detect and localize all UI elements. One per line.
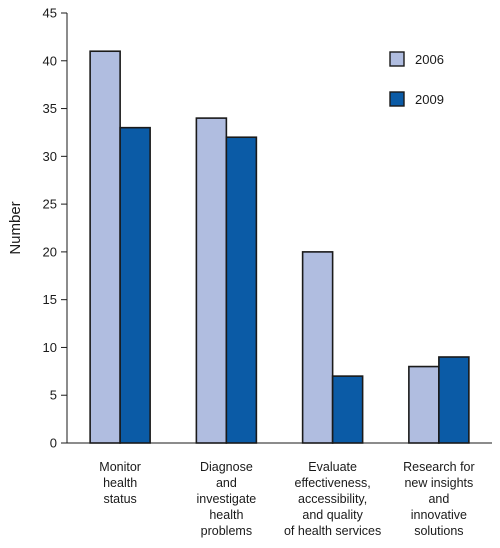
y-tick-label: 30 [43, 149, 57, 164]
x-category-label: Research for new insights and innovative sol… [403, 460, 475, 538]
legend-label-2009: 2009 [415, 92, 444, 107]
y-axis-ticks: 0 5 10 15 20 25 30 35 40 45 [43, 6, 67, 451]
y-tick-label: 10 [43, 340, 57, 355]
bars [89, 50, 470, 444]
legend-swatch-2006 [389, 51, 405, 67]
bar-2006-cat-2 [195, 117, 228, 444]
x-category-label: Evaluate effectiveness, accessibility, and … [284, 460, 381, 538]
y-tick-label: 25 [43, 197, 57, 212]
bar-2009-cat-1 [119, 126, 151, 444]
y-tick-label: 40 [43, 53, 57, 68]
y-tick-label: 20 [43, 244, 57, 259]
bar-2009-cat-2 [225, 136, 258, 444]
bar-2009-cat-4 [438, 356, 470, 444]
y-tick-label: 5 [50, 388, 57, 403]
legend-swatch-2009 [389, 91, 405, 107]
x-category-label: Diagnose and investigate health problems [196, 460, 256, 538]
y-tick-label: 15 [43, 292, 57, 307]
bar-2009-cat-3 [331, 375, 364, 444]
bar-2006-cat-3 [301, 251, 334, 444]
bar-2006-cat-4 [408, 365, 440, 444]
y-tick-label: 45 [43, 6, 57, 21]
legend-label-2006: 2006 [415, 52, 444, 67]
y-axis-label: Number [7, 201, 24, 254]
y-tick-label: 0 [50, 436, 57, 451]
y-tick-label: 35 [43, 101, 57, 116]
x-category-label: Monitor health status [99, 460, 141, 506]
x-axis-category-labels: Monitor health status Diagnose and investigat… [99, 460, 474, 538]
bar-2006-cat-1 [89, 50, 121, 444]
legend: 2006 2009 [389, 51, 444, 107]
